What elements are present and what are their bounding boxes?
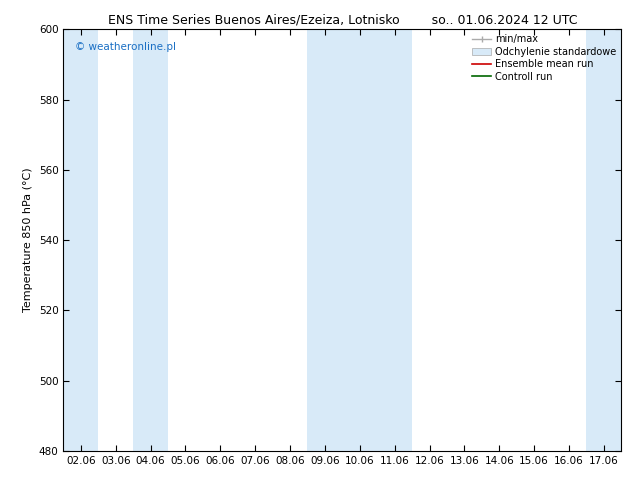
Title: ENS Time Series Buenos Aires/Ezeiza, Lotnisko        so.. 01.06.2024 12 UTC: ENS Time Series Buenos Aires/Ezeiza, Lot… [108,14,577,27]
Text: © weatheronline.pl: © weatheronline.pl [75,42,176,52]
Bar [63,29,98,451]
Bar [307,29,377,451]
Y-axis label: Temperature 850 hPa (°C): Temperature 850 hPa (°C) [23,168,33,313]
Bar [133,29,168,451]
Legend: min/max, Odchylenie standardowe, Ensemble mean run, Controll run: min/max, Odchylenie standardowe, Ensembl… [470,32,618,83]
Bar [586,29,621,451]
Bar [377,29,412,451]
